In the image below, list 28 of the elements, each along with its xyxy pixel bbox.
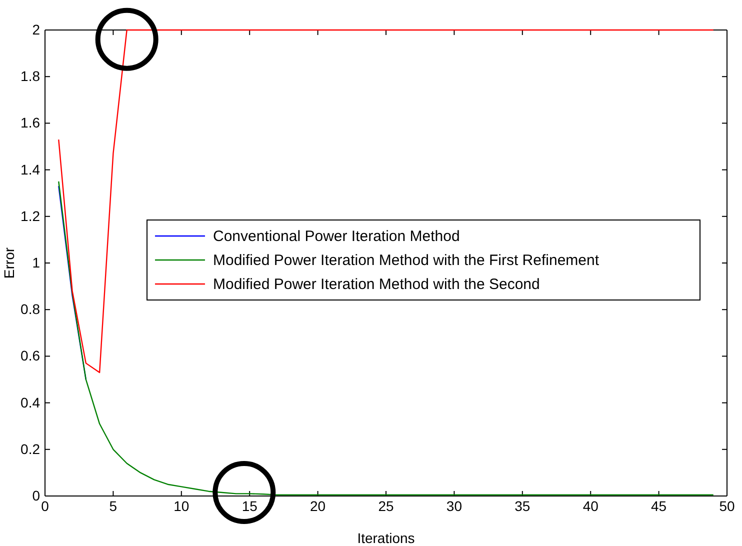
x-tick-label: 50: [719, 498, 735, 514]
y-tick-label: 0.8: [20, 301, 40, 318]
x-tick-label: 30: [446, 498, 462, 514]
line-series: [58, 29, 714, 374]
y-tick-label: 1.2: [20, 208, 40, 224]
x-tick-label: 35: [514, 498, 530, 514]
x-tick-label: 45: [651, 498, 667, 514]
x-tick-label: 20: [310, 498, 326, 514]
y-axis-title: Error: [1, 247, 17, 279]
y-tick-label: 1: [32, 254, 40, 270]
y-tick-label: 0.4: [20, 394, 40, 410]
x-tick-label: 5: [109, 498, 118, 514]
y-tick-label: 1.4: [20, 161, 40, 178]
y-tick-label: 2: [32, 21, 40, 38]
y-tick-label: 0.6: [20, 348, 40, 364]
x-axis-title: Iterations: [357, 530, 415, 546]
y-tick-label: 1.8: [20, 68, 40, 84]
y-tick-label: 0.2: [20, 440, 40, 457]
x-tick-label: 25: [378, 498, 394, 514]
legend-label: Modified Power Iteration Method with the Second: [213, 276, 540, 293]
y-tick-label: 0: [32, 487, 40, 504]
x-tick-label: 40: [582, 498, 599, 514]
line-series: [58, 180, 714, 496]
legend-label: Modified Power Iteration Method with the First Refinement: [213, 252, 600, 269]
x-tick-label: 15: [242, 498, 258, 514]
x-tick-label: 10: [174, 498, 190, 514]
legend-label: Conventional Power Iteration Method: [213, 228, 460, 245]
y-tick-label: 1.6: [20, 114, 40, 131]
